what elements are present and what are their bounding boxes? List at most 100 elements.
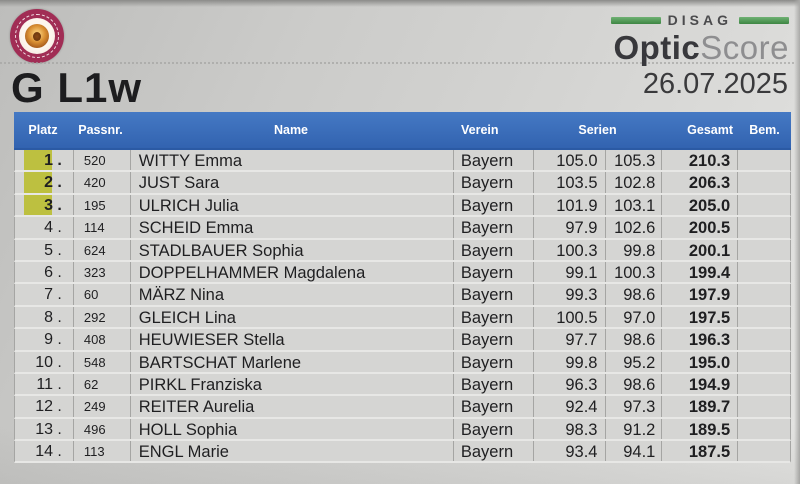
serie1-cell: 99.8 bbox=[532, 351, 605, 372]
verein-cell: Bayern bbox=[452, 396, 533, 417]
lion-face-icon bbox=[33, 32, 41, 41]
gesamt-cell: 205.0 bbox=[661, 194, 737, 216]
results-table: Platz Passnr. Name Verein Serien Gesamt … bbox=[14, 112, 791, 484]
serie2-cell: 100.3 bbox=[604, 261, 662, 283]
header-verein: Verein bbox=[461, 123, 499, 137]
rank-cell: 12 . bbox=[35, 398, 62, 416]
passnr-cell: 408 bbox=[72, 329, 130, 350]
bem-cell bbox=[737, 261, 790, 283]
table-row: 2 . 420 JUST Sara Bayern 103.5 102.8 206… bbox=[14, 172, 791, 195]
badge-ring-text bbox=[15, 14, 59, 58]
table-row: 6 . 323 DOPPELHAMMER Magdalena Bayern 99… bbox=[14, 261, 791, 285]
name-cell: REITER Aurelia bbox=[129, 396, 453, 417]
disag-opticscore-logo: DISAG OpticScore bbox=[610, 12, 789, 67]
rank-cell: 4 . bbox=[44, 219, 62, 237]
header-serien: Serien bbox=[578, 123, 617, 137]
passnr-cell: 292 bbox=[72, 306, 130, 328]
perforation-dotted-line bbox=[0, 62, 794, 64]
passnr-cell: 520 bbox=[72, 150, 130, 171]
table-row: 10 . 548 BARTSCHAT Marlene Bayern 99.8 9… bbox=[14, 351, 791, 374]
verein-cell: Bayern bbox=[452, 306, 533, 328]
header-passnr: Passnr. bbox=[78, 123, 123, 137]
name-cell: ENGL Marie bbox=[129, 441, 453, 462]
serie1-cell: 96.3 bbox=[532, 373, 605, 395]
serie1-cell: 99.3 bbox=[532, 284, 605, 305]
table-row: 13 . 496 HOLL Sophia Bayern 98.3 91.2 18… bbox=[14, 418, 791, 442]
table-row: 1 . 520 WITTY Emma Bayern 105.0 105.3 21… bbox=[14, 150, 791, 173]
rank-cell: 2 . bbox=[15, 172, 73, 193]
serie1-cell: 99.1 bbox=[532, 261, 605, 283]
rank-cell: 5 . bbox=[44, 241, 62, 259]
serie1-cell: 97.9 bbox=[532, 217, 605, 238]
gesamt-cell: 194.9 bbox=[661, 373, 737, 395]
passnr-cell: 249 bbox=[72, 396, 130, 417]
bem-cell bbox=[737, 418, 790, 440]
gesamt-cell: 189.7 bbox=[661, 396, 737, 417]
passnr-cell: 323 bbox=[72, 261, 130, 283]
serie1-cell: 101.9 bbox=[532, 194, 605, 216]
header-bem: Bem. bbox=[749, 123, 780, 137]
passnr-cell: 548 bbox=[72, 351, 130, 372]
header-gesamt: Gesamt bbox=[687, 123, 733, 137]
passnr-cell: 60 bbox=[72, 284, 130, 305]
verein-cell: Bayern bbox=[452, 441, 533, 462]
rank-highlight-band bbox=[24, 172, 52, 193]
gesamt-cell: 210.3 bbox=[661, 150, 737, 171]
passnr-cell: 624 bbox=[72, 239, 130, 260]
table-row: 4 . 114 SCHEID Emma Bayern 97.9 102.6 20… bbox=[14, 217, 791, 240]
table-header-row: Platz Passnr. Name Verein Serien Gesamt … bbox=[14, 112, 791, 150]
rank-cell: 13 . bbox=[35, 420, 62, 438]
serie1-cell: 105.0 bbox=[532, 150, 605, 171]
name-cell: HEUWIESER Stella bbox=[129, 329, 453, 350]
gesamt-cell: 187.5 bbox=[661, 441, 737, 462]
name-cell: PIRKL Franziska bbox=[129, 373, 453, 395]
name-cell: SCHEID Emma bbox=[129, 217, 453, 238]
name-cell: WITTY Emma bbox=[129, 150, 453, 171]
serie2-cell: 103.1 bbox=[604, 194, 662, 216]
serie1-cell: 100.3 bbox=[532, 239, 605, 260]
bem-cell bbox=[737, 441, 790, 462]
name-cell: MÄRZ Nina bbox=[129, 284, 453, 305]
gesamt-cell: 189.5 bbox=[661, 418, 737, 440]
brand-name-light: Score bbox=[700, 29, 789, 66]
serie1-cell: 100.5 bbox=[532, 306, 605, 328]
bem-cell bbox=[737, 239, 790, 260]
bem-cell bbox=[737, 351, 790, 372]
serie2-cell: 97.0 bbox=[604, 306, 662, 328]
bem-cell bbox=[737, 172, 790, 193]
verein-cell: Bayern bbox=[452, 239, 533, 260]
gesamt-cell: 200.1 bbox=[661, 239, 737, 260]
passnr-cell: 420 bbox=[72, 172, 130, 193]
verein-cell: Bayern bbox=[452, 373, 533, 395]
rank-cell: 11 . bbox=[36, 375, 62, 393]
rank-highlight-band bbox=[24, 194, 52, 216]
name-cell: STADLBAUER Sophia bbox=[129, 239, 453, 260]
rank-highlight-band bbox=[24, 150, 52, 171]
rank-cell: 8 . bbox=[44, 308, 62, 326]
bem-cell bbox=[737, 284, 790, 305]
photo-right-edge bbox=[794, 0, 800, 484]
table-row: 8 . 292 GLEICH Lina Bayern 100.5 97.0 19… bbox=[14, 306, 791, 330]
bem-cell bbox=[737, 329, 790, 350]
gesamt-cell: 197.9 bbox=[661, 284, 737, 305]
verein-cell: Bayern bbox=[452, 351, 533, 372]
serie2-cell: 94.1 bbox=[604, 441, 662, 462]
bem-cell bbox=[737, 150, 790, 171]
serie1-cell: 98.3 bbox=[532, 418, 605, 440]
passnr-cell: 62 bbox=[72, 373, 130, 395]
bssb-lion-badge-icon bbox=[10, 9, 64, 63]
serie2-cell: 95.2 bbox=[604, 351, 662, 372]
rank-cell: 14 . bbox=[35, 443, 62, 461]
gesamt-cell: 197.5 bbox=[661, 306, 737, 328]
results-rows: 1 . 520 WITTY Emma Bayern 105.0 105.3 21… bbox=[14, 150, 791, 464]
name-cell: GLEICH Lina bbox=[129, 306, 453, 328]
rank-cell: 6 . bbox=[44, 263, 62, 281]
bem-cell bbox=[737, 396, 790, 417]
rank-cell: 9 . bbox=[44, 331, 62, 349]
brand-name-bold: Optic bbox=[613, 29, 701, 66]
header-name: Name bbox=[273, 123, 309, 137]
bem-cell bbox=[737, 373, 790, 395]
verein-cell: Bayern bbox=[452, 261, 533, 283]
brand-green-bar-right bbox=[739, 16, 789, 24]
serie1-cell: 92.4 bbox=[532, 396, 605, 417]
